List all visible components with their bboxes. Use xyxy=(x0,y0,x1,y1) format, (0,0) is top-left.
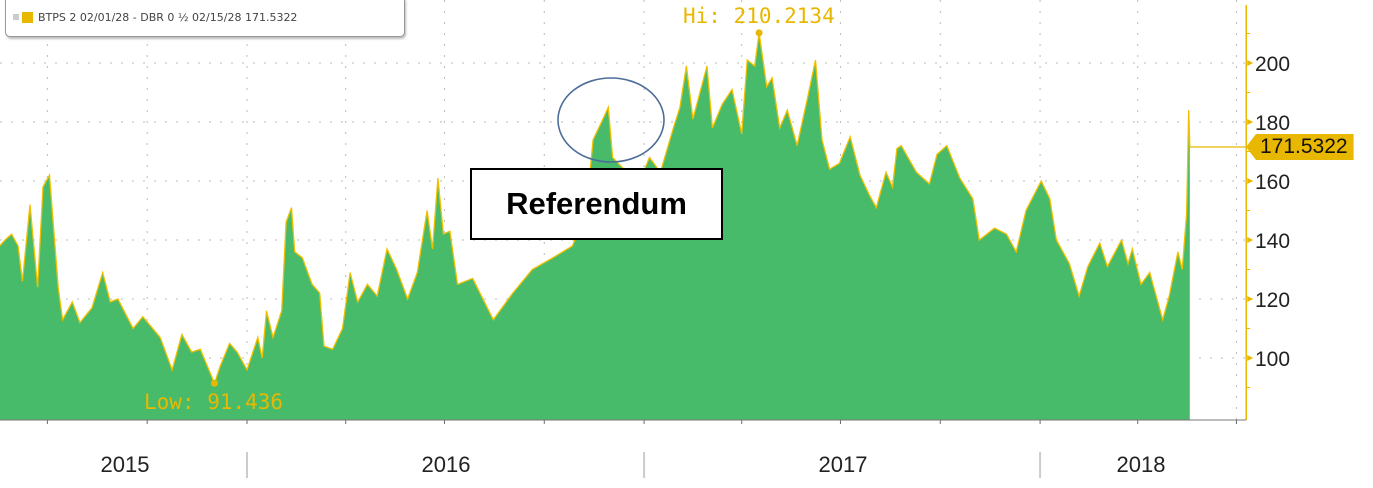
high-marker xyxy=(755,29,763,37)
last-value-tag: 171.5322 xyxy=(1246,133,1354,160)
referendum-annotation: Referendum xyxy=(470,168,723,240)
y-tick-mark xyxy=(1247,296,1254,302)
legend-label: BTPS 2 02/01/28 - DBR 0 ½ 02/15/28 171.5… xyxy=(38,10,298,24)
legend-swatch xyxy=(22,11,33,23)
x-tick-label-2016: 2016 xyxy=(421,452,471,477)
x-tick-label-2017: 2017 xyxy=(818,452,868,477)
y-tick-label: 200 xyxy=(1255,53,1290,76)
y-tick-label: 140 xyxy=(1255,230,1290,253)
y-tick-label: 160 xyxy=(1255,171,1290,194)
x-tick-label-2018: 2018 xyxy=(1116,452,1166,477)
series-line xyxy=(0,32,1191,386)
low-marker xyxy=(210,379,218,387)
y-axis: 100 120 140 160 180 200 xyxy=(1245,5,1290,420)
y-tick-mark xyxy=(1247,60,1254,66)
y-tick-label: 100 xyxy=(1255,348,1290,371)
referendum-circle xyxy=(557,77,665,163)
y-tick-mark xyxy=(1247,178,1254,184)
x-tick-label-2015: 2015 xyxy=(100,452,150,477)
high-label: Hi: 210.2134 xyxy=(683,4,835,28)
y-tick-label: 120 xyxy=(1255,289,1290,312)
legend-toggle-icon[interactable] xyxy=(13,14,19,20)
y-tick-mark xyxy=(1247,119,1254,125)
x-axis xyxy=(0,419,1247,478)
legend: BTPS 2 02/01/28 - DBR 0 ½ 02/15/28 171.5… xyxy=(5,0,405,37)
y-tick-mark xyxy=(1247,237,1254,243)
low-label: Low: 91.436 xyxy=(144,390,284,414)
y-tick-mark xyxy=(1247,355,1254,361)
y-tick-label: 180 xyxy=(1255,112,1290,135)
